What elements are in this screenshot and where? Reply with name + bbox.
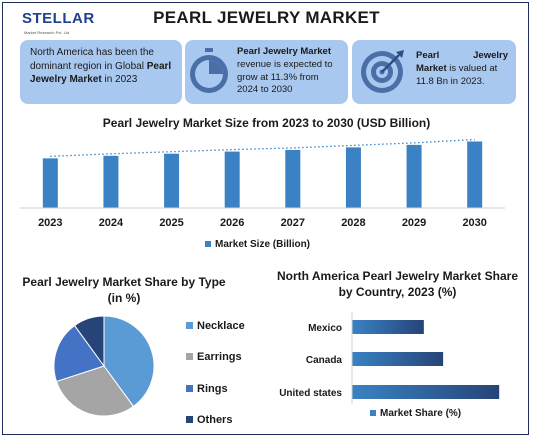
bar (224, 151, 240, 208)
hbar-legend-swatch (370, 410, 376, 416)
card-bold-text: Jewelry (473, 50, 508, 61)
pie-legend-label: Necklace (197, 320, 245, 332)
pie-slice (73, 315, 105, 368)
target-icon (361, 50, 404, 93)
bar (285, 149, 301, 208)
hbar (352, 320, 424, 334)
card-text: is valued at 11.8 Bn in 2023. (416, 62, 498, 87)
pie-legend-label: Rings (197, 383, 228, 395)
hbar-category-label: Canada (306, 355, 343, 366)
hbar-category-label: Mexico (308, 323, 342, 334)
trend-line (50, 138, 475, 157)
pie-legend-swatch (186, 385, 193, 392)
pie-slice (103, 315, 155, 408)
legend-swatch (205, 241, 211, 247)
hbar (352, 352, 444, 366)
page-title: PEARL JEWELRY MARKET (153, 8, 380, 27)
card-text: North America has been the dominant regi… (30, 47, 154, 72)
pie-legend-label: Earrings (197, 351, 242, 363)
logo-subtext: Market Research Pvt. Ltd. (24, 30, 71, 35)
x-tick-label: 2024 (99, 217, 124, 229)
card-bold-text: Pearl Jewelry Market (237, 46, 332, 57)
bar (467, 141, 483, 208)
hbar-category-label: United states (279, 388, 342, 399)
x-tick-label: 2029 (402, 217, 426, 229)
pie-slice (55, 365, 135, 417)
x-tick-label: 2026 (220, 217, 244, 229)
pie-slice (53, 324, 105, 383)
x-tick-label: 2027 (281, 217, 305, 229)
hbar-chart-title: North America Pearl Jewelry Market Share… (276, 269, 518, 300)
card-bold-text: Market (416, 62, 447, 74)
x-tick-label: 2025 (159, 217, 183, 229)
bar (406, 144, 422, 208)
bar (164, 153, 180, 208)
pie-chart-title: Pearl Jewelry Market Share by Type (in %… (22, 275, 226, 306)
bar-chart-title: Pearl Jewelry Market Size from 2023 to 2… (102, 116, 431, 130)
bar (42, 158, 58, 208)
bar (345, 147, 361, 208)
info-card-growth: Pearl Jewelry Market revenue is expected… (185, 40, 348, 104)
card-bold-text: Pearl Jewelry Market (30, 60, 172, 86)
hbar-legend-label: Market Share (%) (380, 408, 461, 419)
card-bold-text: Pearl (416, 50, 440, 61)
bar (103, 155, 119, 208)
card-text: revenue is expected to grow at 11.3% fro… (237, 58, 333, 96)
x-tick-label: 2023 (38, 217, 62, 229)
info-card-value: Pearl Jewelry Market is valued at 11.8 Bn… (352, 40, 516, 104)
logo-text: STELLAR (22, 10, 95, 27)
stellar-logo: STELLAR Market Research Pvt. Ltd. (10, 6, 94, 42)
x-tick-label: 2030 (462, 217, 486, 229)
x-tick-label: 2028 (341, 217, 365, 229)
card-text: in 2023 (101, 74, 138, 85)
hbar (352, 385, 500, 399)
pie-legend-swatch (186, 416, 193, 423)
pie-legend-swatch (186, 353, 193, 360)
info-card-region: North America has been the dominant regi… (20, 40, 182, 104)
pie-legend-swatch (186, 322, 193, 329)
legend-label: Market Size (Billion) (215, 239, 310, 250)
stopwatch-icon (190, 48, 228, 93)
pie-legend-label: Others (197, 414, 232, 426)
